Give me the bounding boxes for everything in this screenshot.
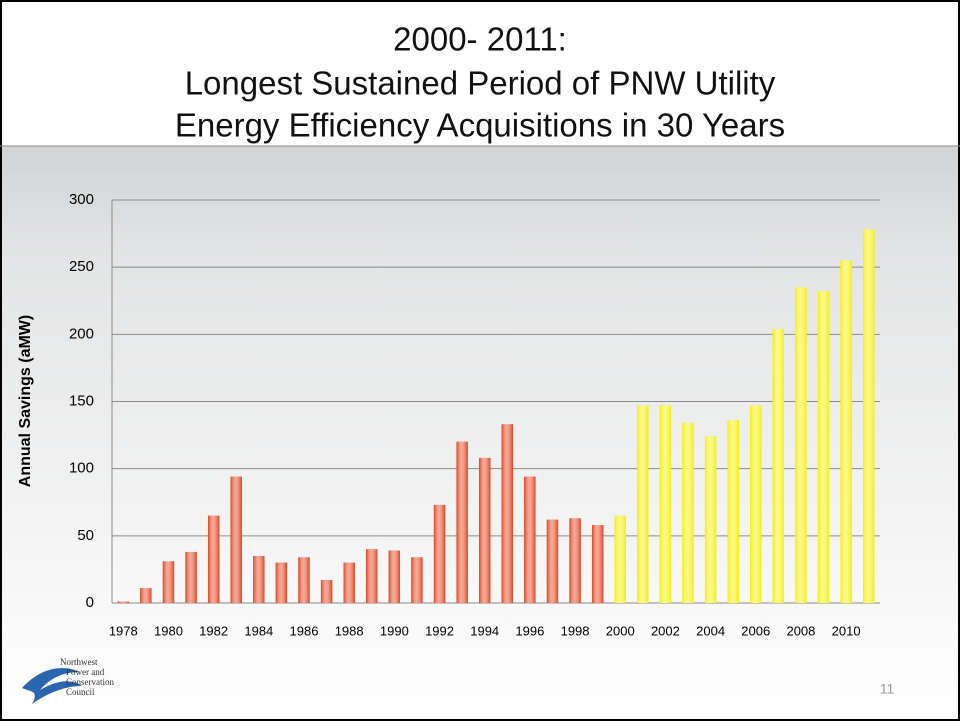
x-tick-label: 1978	[109, 623, 138, 638]
bar-shine	[682, 422, 694, 603]
bar-shine	[863, 229, 875, 603]
bar-shine	[727, 420, 739, 603]
bar-shine	[140, 588, 152, 603]
bar-shine	[524, 476, 536, 603]
y-tick-label: 300	[69, 191, 94, 208]
bar-shine	[704, 436, 717, 603]
logo-text: Council	[66, 687, 95, 697]
bar-shine	[456, 441, 468, 603]
bar-shine	[433, 504, 446, 603]
bar-shine	[230, 476, 242, 603]
bar-shine	[817, 291, 830, 603]
bar-shine	[343, 562, 355, 603]
title-line: 2000- 2011:	[393, 21, 567, 58]
bar-shine	[479, 457, 491, 603]
bar-shine	[659, 405, 672, 603]
bar-shine	[298, 557, 310, 603]
x-tick-label: 1988	[335, 623, 364, 638]
bar-shine	[546, 519, 559, 603]
bar-shine	[411, 557, 423, 603]
y-axis-label: Annual Savings (aMW)	[17, 315, 34, 487]
bar-shine	[569, 518, 581, 603]
y-tick-label: 250	[69, 258, 94, 275]
bar-shine	[162, 561, 175, 603]
y-tick-label: 100	[69, 460, 94, 477]
y-tick-label: 150	[69, 392, 94, 409]
x-tick-label: 2008	[786, 623, 815, 638]
x-tick-label: 1984	[244, 623, 273, 638]
logo-mark	[22, 668, 82, 704]
logo: Northwest Power and Conservation Council	[22, 657, 114, 704]
x-tick-label: 1986	[290, 623, 319, 638]
x-tick-label: 2002	[651, 623, 680, 638]
x-tick-label: 1998	[561, 623, 590, 638]
bar-shine	[501, 424, 513, 603]
x-tick-label: 2006	[741, 623, 770, 638]
x-tick-label: 1990	[380, 623, 409, 638]
logo-text: Power and	[66, 667, 105, 677]
x-tick-label: 2010	[832, 623, 861, 638]
bar-shine	[750, 405, 762, 603]
x-tick-label: 1992	[425, 623, 454, 638]
bar-shine	[840, 260, 852, 603]
bar-shine	[117, 601, 129, 603]
y-tick-label: 0	[86, 594, 94, 611]
y-tick-label: 50	[77, 527, 94, 544]
bar-shine	[208, 515, 220, 603]
y-tick-label: 200	[69, 325, 94, 342]
bar-shine	[253, 555, 265, 603]
x-tick-label: 2004	[696, 623, 725, 638]
bar-shine	[592, 525, 604, 603]
title-box	[0, 0, 960, 146]
title-line: Longest Sustained Period of PNW Utility	[185, 65, 776, 102]
bar-shine	[320, 580, 333, 603]
x-tick-label: 1980	[154, 623, 183, 638]
bar-shine	[772, 328, 784, 603]
bar-shine	[614, 515, 626, 603]
x-tick-label: 2000	[606, 623, 635, 638]
x-tick-label: 1982	[199, 623, 228, 638]
bar-shine	[388, 550, 400, 603]
title-line: Energy Efficiency Acquisitions in 30 Yea…	[175, 107, 785, 144]
page-number: 11	[880, 681, 895, 697]
bar-shine	[275, 562, 288, 603]
logo-text: Northwest	[60, 657, 98, 667]
bar-shine	[795, 287, 807, 603]
x-tick-label: 1994	[470, 623, 499, 638]
bar-shine	[366, 549, 378, 603]
bar-shine	[185, 551, 197, 603]
logo-text: Conservation	[66, 677, 114, 687]
bar-shine	[637, 405, 649, 603]
x-tick-label: 1996	[515, 623, 544, 638]
